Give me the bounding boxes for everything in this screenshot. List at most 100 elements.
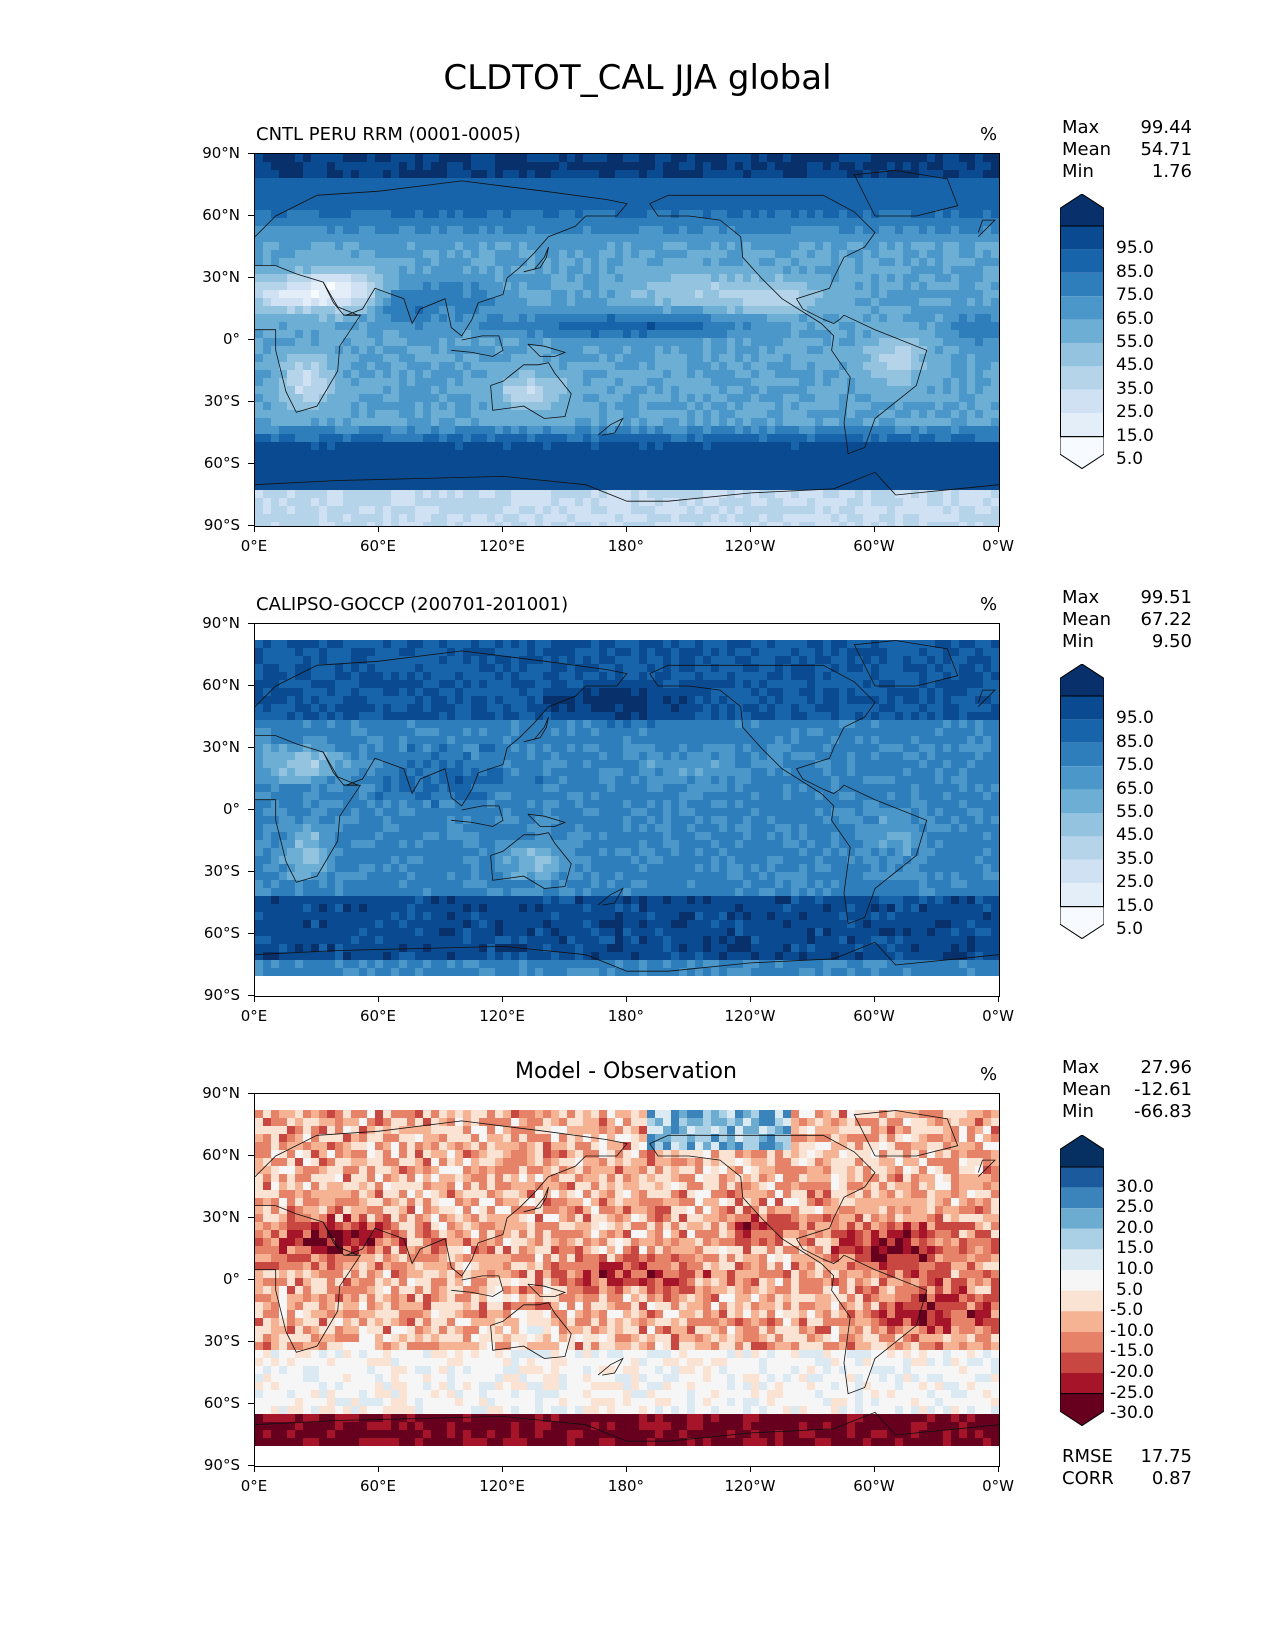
lon-tick [626,1466,627,1472]
lon-tick [502,1466,503,1472]
lat-tick-label: 60°N [202,1146,240,1164]
lat-tick [248,1093,254,1094]
colorbar-tick-label: -20.0 [1110,1362,1154,1382]
colorbar-segment [1060,1228,1104,1250]
colorbar-tick-label: 15.0 [1116,425,1154,446]
colorbar-segment [1060,859,1104,884]
colorbar-segment [1060,1167,1104,1188]
lat-tick-label: 90°N [202,1084,240,1102]
colorbar-segment [1060,719,1104,743]
lat-tick-label: 30°S [203,392,240,410]
colorbar-tick-label: 35.0 [1116,848,1154,869]
lat-tick [248,1341,254,1342]
lat-tick-label: 90°N [202,614,240,632]
lon-tick-label: 0°E [240,537,268,555]
colorbar-tick-label: 95.0 [1116,708,1154,729]
colorbar-tick-label: -15.0 [1110,1341,1154,1362]
lat-tick-label: 90°S [203,986,240,1004]
lat-tick [248,995,254,996]
lon-tick [874,996,875,1002]
colorbar-segment [1060,272,1104,297]
panel-2-title: CALIPSO-GOCCP (200701-201001) [256,594,569,615]
corr-label: CORR [1062,1468,1114,1489]
map-field [255,624,999,996]
colorbar-segment [1060,249,1104,273]
lat-tick [248,1403,254,1404]
mean-value: 54.71 [1140,139,1192,160]
lon-tick-label: 0°W [982,1477,1014,1495]
colorbar-tick-label: 45.0 [1116,825,1154,846]
lat-tick [248,1155,254,1156]
colorbar-segment [1060,343,1104,367]
panel-3-colorbar [1060,1135,1104,1426]
panel-2-stats: Max 99.51 Mean 67.22 Min 9.50 [1062,587,1192,653]
min-label: Min [1062,631,1094,652]
colorbar-tick-label: 15.0 [1116,895,1154,916]
colorbar-segment [1060,413,1104,437]
lat-tick-label: 30°S [203,862,240,880]
lon-tick [750,526,751,532]
panel-3-map [254,1093,1000,1467]
lon-tick [254,996,255,1002]
lat-tick-label: 0° [222,800,240,818]
colorbar-tick-label: 25.0 [1116,872,1154,893]
lon-tick-label: 180° [607,1007,645,1025]
colorbar-segment [1060,742,1104,767]
colorbar-tick-label: -5.0 [1110,1300,1144,1321]
min-value: 1.76 [1151,161,1192,182]
min-value: 9.50 [1151,631,1192,652]
colorbar-segment [1060,1311,1104,1332]
lat-tick-label: 0° [222,1270,240,1288]
lon-tick [502,526,503,532]
lon-tick-label: 120°W [724,1477,776,1495]
colorbar-segment [1060,813,1104,837]
lat-tick [248,401,254,402]
colorbar-tick-label: 20.0 [1116,1217,1154,1238]
colorbar-segment [1060,883,1104,907]
colorbar-tick-label: 10.0 [1116,1259,1154,1279]
lon-tick-label: 120°E [479,537,525,555]
lon-tick [626,996,627,1002]
colorbar-extend-max [1060,664,1104,697]
colorbar-segment [1060,319,1104,343]
colorbar-tick-label: 75.0 [1116,285,1154,306]
lon-tick [874,526,875,532]
lat-tick [248,871,254,872]
lon-tick [750,996,751,1002]
mean-value: 67.22 [1140,609,1192,630]
lat-tick-label: 60°N [202,676,240,694]
colorbar-tick-label: 55.0 [1116,802,1154,822]
colorbar-segment [1060,1249,1104,1270]
lon-tick [502,996,503,1002]
colorbar-tick-label: 65.0 [1116,308,1154,329]
max-value: 99.51 [1140,587,1192,608]
lat-tick [248,933,254,934]
colorbar-segment [1060,389,1104,414]
lon-tick [998,1466,999,1472]
lat-tick-label: 30°N [202,268,240,286]
lat-tick-label: 90°S [203,1456,240,1474]
mean-label: Mean [1062,1079,1112,1100]
panel-3-title: Model - Observation [515,1059,737,1084]
lat-tick [248,153,254,154]
rmse-value: 17.75 [1140,1446,1192,1467]
mean-value: -12.61 [1133,1079,1192,1100]
colorbar-extend-min [1060,1393,1104,1426]
panel-1-colorbar [1060,194,1104,469]
lon-tick-label: 0°E [240,1007,268,1025]
colorbar-extend-max [1060,1135,1104,1168]
max-label: Max [1062,587,1100,608]
panel-3-units: % [980,1064,998,1085]
map-field [255,1094,999,1466]
lat-tick [248,809,254,810]
lon-tick-label: 60°E [359,1007,397,1025]
lat-tick [248,685,254,686]
colorbar-segment [1060,1331,1104,1353]
min-value: -66.83 [1133,1101,1192,1122]
max-label: Max [1062,1057,1100,1078]
colorbar-extend-max [1060,194,1104,227]
lon-tick-label: 60°E [359,1477,397,1495]
lat-tick-label: 0° [222,330,240,348]
min-label: Min [1062,161,1094,182]
colorbar-segment [1060,1208,1104,1229]
